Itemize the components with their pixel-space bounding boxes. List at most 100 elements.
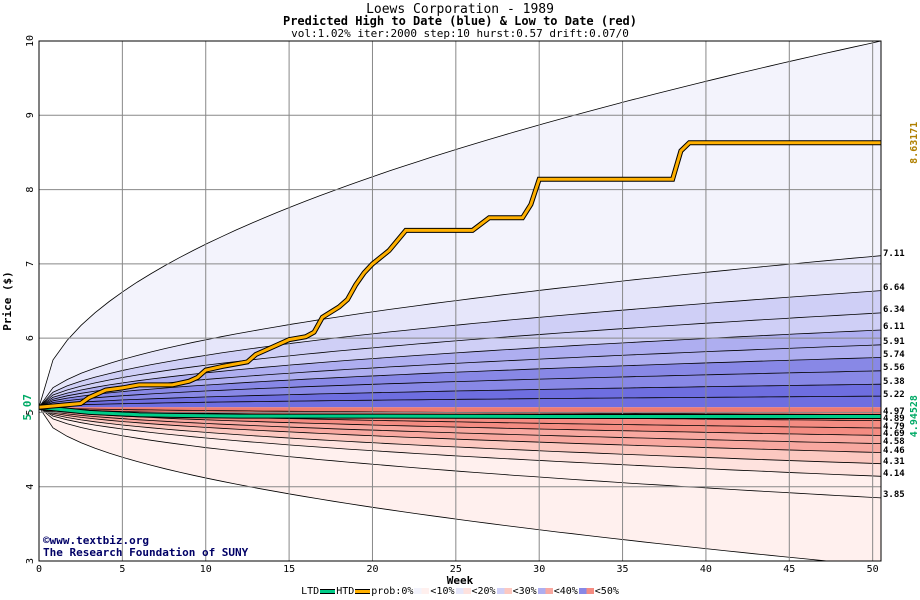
quantile-end-label-14: 4.46: [883, 446, 905, 456]
legend-band3-swatch: [537, 588, 553, 594]
y-tick-label-1: 4: [25, 484, 36, 490]
x-tick-label-5: 25: [450, 564, 462, 575]
high-band-0: [39, 41, 881, 408]
ltd-line: [39, 405, 881, 418]
high-band-3: [39, 312, 881, 408]
legend-band1-swatch: [455, 588, 471, 594]
legend-prob30-label: <30%: [512, 586, 537, 597]
x-tick-label-3: 15: [283, 564, 295, 575]
x-tick-label-6: 30: [533, 564, 545, 575]
x-axis-label: Week: [447, 574, 474, 587]
quantile-end-label-6: 5.56: [883, 363, 905, 373]
high-band-6: [39, 357, 881, 408]
quantile-end-label-5: 5.74: [883, 350, 905, 360]
low-quantile-line-8: [39, 406, 881, 499]
low-band-3: [39, 407, 881, 436]
x-tick-label-4: 20: [366, 564, 378, 575]
legend-prob40-label: <40%: [553, 586, 578, 597]
y-tick-label-4: 7: [25, 261, 36, 267]
quantile-end-label-0: 7.11: [883, 249, 905, 259]
y-tick-label-7: 10: [25, 35, 36, 47]
legend-prob0-label: prob:0%: [371, 586, 414, 597]
legend-band0-swatch: [414, 588, 430, 594]
legend-prob10-label: <10%: [430, 586, 455, 597]
quantile-end-label-3: 6.11: [883, 322, 905, 332]
chart-legend: LTD HTD prob:0% <10% <20% <30% <40% <50%: [0, 586, 920, 597]
ltd-final-value: 4.94528: [909, 395, 920, 437]
high-band-2: [39, 290, 881, 408]
y-axis-label: Price ($): [1, 271, 14, 331]
y-tick-label-3: 6: [25, 335, 36, 341]
x-tick-label-0: 0: [36, 564, 42, 575]
low-band-7: [39, 407, 881, 477]
high-quantile-line-4: [39, 329, 881, 408]
low-quantile-line-5: [39, 406, 881, 453]
low-quantile-line-9: [39, 406, 831, 561]
plot-area: [39, 41, 881, 561]
credit-site: ©www.textbiz.org: [43, 534, 149, 547]
low-quantile-line-4: [39, 406, 881, 444]
quantile-end-label-12: 4.69: [883, 429, 905, 439]
legend-htd-swatch: [355, 588, 371, 594]
low-band-8: [39, 407, 881, 498]
low-band-6: [39, 407, 881, 464]
high-quantile-line-0: [39, 41, 881, 408]
low-band-9: [39, 407, 881, 561]
quantile-end-label-13: 4.58: [883, 437, 905, 447]
quantile-end-label-2: 6.34: [883, 305, 905, 315]
low-quantile-line-6: [39, 406, 881, 465]
quantile-end-label-1: 6.64: [883, 283, 905, 293]
x-tick-label-10: 50: [867, 564, 879, 575]
chart-parameters: vol:1.02% iter:2000 step:10 hurst:0.57 d…: [291, 27, 629, 40]
htd-line: [39, 141, 881, 409]
legend-prob20-label: <20%: [471, 586, 496, 597]
low-band-5: [39, 407, 881, 453]
quantile-end-label-17: 3.85: [883, 490, 905, 500]
legend-prob50-label: <50%: [594, 586, 619, 597]
y-tick-label-5: 8: [25, 187, 36, 193]
chart-title: Loews Corporation - 1989: [366, 2, 554, 17]
credit-organization: The Research Foundation of SUNY: [43, 546, 249, 559]
legend-band2-swatch: [496, 588, 512, 594]
low-band-4: [39, 407, 881, 444]
high-quantile-line-1: [39, 255, 881, 408]
quantile-end-label-4: 5.91: [883, 337, 905, 347]
y-tick-label-2: 5: [25, 409, 36, 415]
legend-ltd-swatch: [320, 588, 336, 594]
htd-final-value: 8.63171: [909, 122, 920, 164]
low-quantile-line-7: [39, 406, 881, 477]
quantile-end-label-9: 4.97: [883, 407, 905, 417]
quantile-end-label-8: 5.22: [883, 390, 905, 400]
high-band-5: [39, 344, 881, 408]
legend-band4-swatch: [578, 588, 594, 594]
quantile-end-label-10: 4.89: [883, 414, 905, 424]
quantile-end-label-16: 4.14: [883, 469, 905, 479]
legend-ltd-label: LTD: [301, 586, 320, 597]
quantile-end-label-11: 4.79: [883, 422, 905, 432]
y-tick-label-0: 3: [25, 558, 36, 564]
high-band-1: [39, 255, 881, 408]
y-tick-label-6: 9: [25, 112, 36, 118]
high-band-7: [39, 370, 881, 408]
plot-frame: [38, 40, 882, 562]
x-tick-label-7: 35: [617, 564, 629, 575]
x-tick-label-9: 45: [783, 564, 795, 575]
high-quantile-line-6: [39, 357, 881, 408]
high-quantile-line-8: [39, 383, 881, 408]
high-band-4: [39, 330, 881, 408]
high-quantile-line-2: [39, 290, 881, 408]
start-price-label: 5.07: [21, 394, 34, 421]
x-tick-label-1: 5: [119, 564, 125, 575]
x-tick-label-2: 10: [200, 564, 212, 575]
chart-subtitle: Predicted High to Date (blue) & Low to D…: [282, 14, 637, 28]
low-quantile-line-3: [39, 406, 881, 436]
high-quantile-line-3: [39, 312, 881, 408]
x-tick-label-8: 40: [700, 564, 712, 575]
quantile-end-label-7: 5.38: [883, 377, 905, 387]
high-quantile-line-9: [39, 395, 881, 408]
high-band-9: [39, 396, 881, 408]
high-quantile-line-7: [39, 370, 881, 408]
legend-htd-label: HTD: [336, 586, 355, 597]
quantile-end-label-15: 4.31: [883, 457, 905, 467]
